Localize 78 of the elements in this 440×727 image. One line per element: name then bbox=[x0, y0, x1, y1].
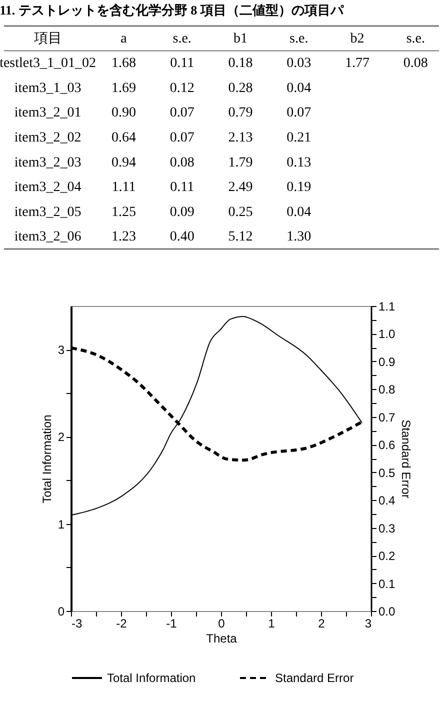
y2-tick-label: 0.4 bbox=[378, 494, 396, 508]
x-tick-label: 1 bbox=[268, 616, 276, 630]
data-label: 0.18 bbox=[228, 56, 253, 72]
y-tick-label: 1 bbox=[58, 517, 65, 532]
y2-tick-label: 0.7 bbox=[378, 410, 396, 424]
data-label: 0.25 bbox=[228, 204, 253, 220]
data-label: 1.30 bbox=[286, 230, 312, 245]
category-label: item3_2_06 bbox=[14, 230, 82, 245]
data-label: 1.11 bbox=[112, 180, 136, 196]
y-tick-label: 2 bbox=[58, 430, 65, 444]
x-tick-label: 0 bbox=[218, 616, 226, 630]
x-tick-label: 3 bbox=[364, 616, 372, 630]
data-label: 1.23 bbox=[111, 230, 136, 245]
data-label: 1.68 bbox=[111, 56, 136, 72]
text: 項目 bbox=[32, 31, 62, 46]
data-label: 0.19 bbox=[286, 180, 312, 196]
x-tick-label: -1 bbox=[166, 616, 178, 630]
y2-tick-label: 0.0 bbox=[378, 604, 396, 618]
data-label: 0.07 bbox=[170, 130, 194, 146]
data-label: 0.04 bbox=[286, 80, 312, 96]
category-label: item3_2_04 bbox=[14, 180, 82, 196]
y2-tick-label: 0.5 bbox=[378, 466, 396, 480]
y2-tick-label: 0.2 bbox=[378, 549, 396, 564]
text: b2 bbox=[350, 31, 364, 46]
data-label: 2.49 bbox=[228, 180, 253, 196]
legend-label: Standard Error bbox=[275, 671, 354, 685]
series-label: a bbox=[120, 31, 128, 46]
legend-label: Total Information bbox=[107, 671, 196, 685]
text: s.e. bbox=[290, 31, 308, 46]
category-label: item3_2_02 bbox=[14, 130, 82, 146]
data-label: 0.40 bbox=[170, 230, 194, 245]
data-label: 0.13 bbox=[286, 155, 312, 170]
y-tick-label: 3 bbox=[58, 343, 65, 358]
category-label: item3_2_05 bbox=[14, 204, 82, 220]
y2-tick-label: 0.6 bbox=[378, 438, 396, 452]
y-tick-label: 0 bbox=[58, 604, 65, 618]
data-label: 1.69 bbox=[111, 80, 136, 96]
category-label: item3_2_03 bbox=[14, 155, 82, 170]
data-label: 0.07 bbox=[286, 106, 312, 121]
data-label: 0.07 bbox=[170, 106, 194, 121]
y-axis-title: Total Information bbox=[40, 414, 54, 504]
data-label: 1.25 bbox=[111, 204, 136, 220]
y2-tick-label: 1.1 bbox=[378, 300, 396, 314]
x-axis-title: Theta bbox=[206, 632, 238, 646]
data-label: 5.12 bbox=[228, 230, 253, 245]
y2-axis-title: Standard Error bbox=[399, 420, 414, 498]
data-label: 0.28 bbox=[228, 80, 253, 96]
text: 11. テストレットを含む化学分野 8 項目（二値型）の項目パ bbox=[0, 2, 344, 18]
text: b1 bbox=[233, 31, 248, 46]
data-label: 0.94 bbox=[111, 155, 136, 170]
data-label: 0.12 bbox=[170, 80, 194, 96]
data-label: 1.79 bbox=[228, 155, 253, 170]
y2-tick-label: 1.0 bbox=[378, 327, 396, 342]
data-label: 0.79 bbox=[228, 106, 253, 121]
x-tick-label: -3 bbox=[72, 616, 82, 630]
data-label: 1.77 bbox=[345, 56, 370, 72]
data-label: 0.09 bbox=[170, 204, 194, 220]
x-tick-label: 2 bbox=[318, 616, 326, 630]
y2-tick-label: 0.3 bbox=[378, 521, 396, 536]
x-tick-label: -2 bbox=[116, 616, 128, 630]
data-label: 0.90 bbox=[111, 106, 136, 121]
data-label: 0.04 bbox=[286, 204, 312, 220]
data-label: 0.08 bbox=[403, 56, 428, 72]
data-label: 0.11 bbox=[170, 180, 194, 196]
data-label: 0.08 bbox=[170, 155, 194, 170]
y2-tick-label: 0.9 bbox=[378, 354, 396, 369]
data-label: 2.13 bbox=[228, 130, 253, 146]
category-label: item3_1_03 bbox=[14, 80, 82, 96]
text: s.e. bbox=[406, 31, 425, 46]
data-label: 0.03 bbox=[286, 56, 312, 72]
data-label: 0.21 bbox=[286, 130, 312, 146]
y2-tick-label: 0.8 bbox=[378, 382, 396, 397]
data-label: 0.64 bbox=[111, 130, 136, 146]
data-label: 0.11 bbox=[170, 56, 194, 72]
category-label: item3_2_01 bbox=[14, 106, 82, 121]
y2-tick-label: 0.1 bbox=[378, 576, 396, 591]
category-label: testlet3_1_01_02 bbox=[0, 56, 96, 72]
text: s.e. bbox=[172, 31, 192, 46]
